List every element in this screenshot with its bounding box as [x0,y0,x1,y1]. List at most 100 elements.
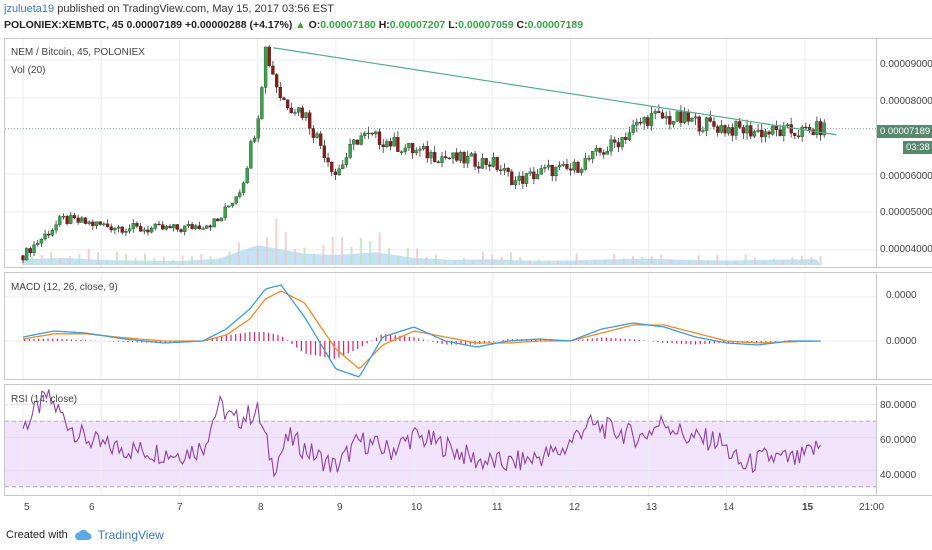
candle-body [598,148,602,153]
open-value: 0.00007180 [320,19,376,31]
ohlc-header: POLONIEX:XEMBTC, 45 0.00007189 +0.000002… [4,19,583,31]
macd-chart[interactable] [5,273,876,379]
candle-body [223,206,227,219]
macd-axis[interactable]: 0.0000 0.0000 [877,272,932,380]
macd-pane[interactable]: MACD (12, 26, close, 9) [4,272,877,380]
candle-body [61,216,66,218]
candle-body [87,221,91,224]
candle-body [98,221,102,225]
candle-body [418,148,422,151]
candle-body [565,163,569,169]
volume-bar [350,246,353,265]
time-tick: 21:00 [859,502,885,513]
volume-bar [434,254,437,265]
time-tick: 9 [337,502,343,513]
candle-body [528,171,532,174]
volume-bar [284,232,287,265]
author-link[interactable]: jzulueta19 [4,3,55,15]
price-chart[interactable] [5,39,876,267]
candle-body [414,150,418,154]
volume-bar [369,240,372,265]
rsi-chart[interactable] [5,385,876,495]
candle-body [25,248,29,261]
candle-body [54,224,58,231]
volume-bar [763,261,766,265]
rsi-pane[interactable]: RSI (14, close) [4,384,877,496]
candle-body [315,133,319,138]
candle-body [157,223,161,226]
price-pane-title: NEM / Bitcoin, 45, POLONIEX [11,47,145,58]
candle-body [91,221,95,227]
rsi-axis[interactable]: 80.0000 60.0000 40.0000 [877,384,932,496]
time-axis[interactable]: 5 6 7 8 9 10 11 12 13 14 15 21:00 [4,497,932,519]
low-label: L: [448,19,459,31]
candle-body [627,132,632,140]
candle-body [646,117,650,126]
candle-body [282,97,286,100]
candle-body [491,157,496,167]
candle-body [374,131,378,135]
candle-body [550,164,554,177]
candle-body [602,152,606,155]
candle-body [480,158,485,169]
volume-bar [594,260,597,265]
volume-bar [78,253,81,265]
volume-bar [40,254,43,265]
volume-bar [68,256,71,265]
candle-body [664,116,668,119]
candle-body [94,221,99,227]
candle-body [488,164,492,167]
candle-body [668,116,672,125]
candle-body [583,158,587,170]
candle-body [738,121,742,128]
candle-body [421,146,426,150]
candle-body [785,124,790,126]
volume-bar [106,260,109,265]
price-pane[interactable]: NEM / Bitcoin, 45, POLONIEX Vol (20) [4,38,877,268]
volume-bar [622,258,625,265]
volume-bar [472,260,475,265]
volume-bar [810,257,813,265]
candle-body [451,152,455,159]
candle-body [319,133,323,146]
volume-bar [406,247,409,265]
candle-body [473,153,477,167]
last-price-tag: 0.00007189 [877,125,932,138]
candle-body [58,216,62,225]
candle-body [172,224,176,229]
time-tick: 15 [802,502,814,513]
candle-body [333,171,338,175]
up-arrow-icon: ▲ [295,19,306,31]
candle-body [510,171,514,186]
low-value: 0.00007059 [458,19,514,31]
candle-body [723,125,727,134]
volume-bar [275,218,278,265]
candle-body [355,139,360,145]
tradingview-brand[interactable]: TradingView [97,528,164,542]
time-tick: 8 [258,502,264,513]
candle-body [653,111,657,114]
candle-body [127,228,132,232]
candle-body [410,143,415,154]
price-axis[interactable]: 0.00009000 0.00008000 0.00006000 0.00005… [877,38,932,268]
candle-body [502,167,507,171]
volume-bar [303,247,306,265]
high-value: 0.00007207 [389,19,446,31]
candle-body [392,137,396,147]
candle-body [682,112,687,123]
tradingview-cloud-icon [74,529,92,540]
candle-body [216,218,220,222]
volume-title: Vol (20) [11,65,46,76]
volume-bar [143,253,146,265]
volume-bar [31,256,34,265]
rsi-tick: 40.0000 [880,470,917,481]
volume-bar [491,254,494,265]
candle-body [506,167,510,172]
candle-body [793,133,797,136]
volume-bar [50,251,53,265]
rsi-tick: 80.0000 [880,400,917,411]
candle-body [631,125,635,133]
candle-body [36,243,40,246]
price-tick: 0.00008000 [880,96,932,107]
candle-body [436,161,440,163]
